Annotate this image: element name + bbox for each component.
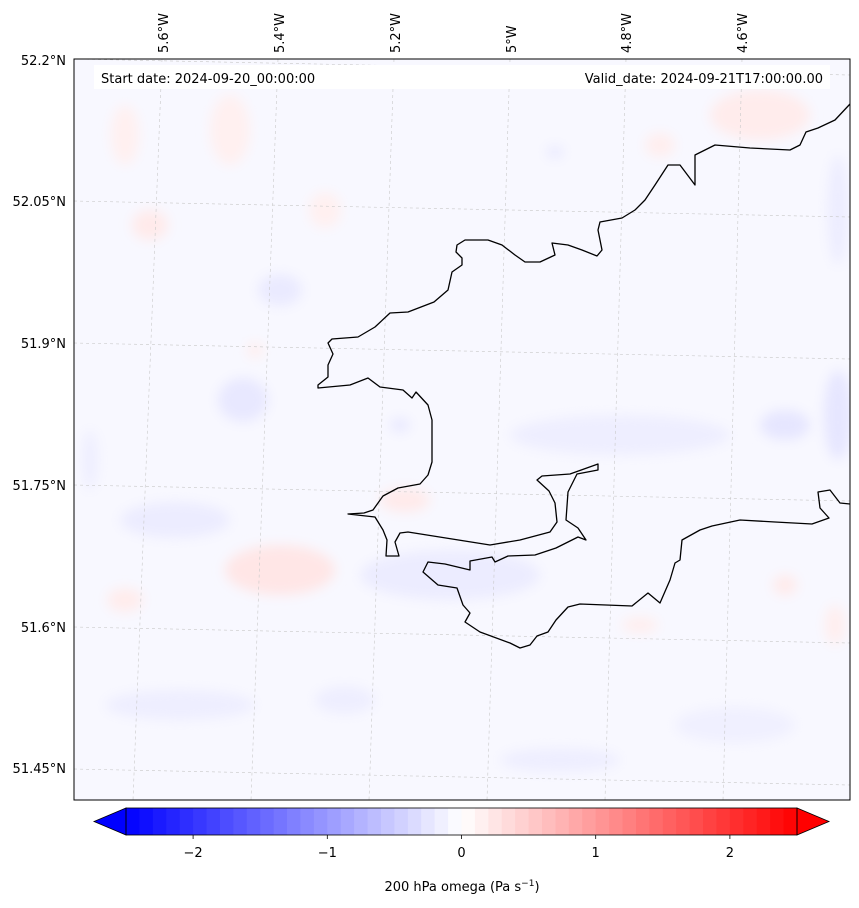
colorbar-cell (300, 808, 315, 835)
colorbar-cell (756, 808, 771, 835)
colorbar-cell (568, 808, 583, 835)
colorbar-cell (380, 808, 395, 835)
colorbar-cell (609, 808, 624, 835)
coastline (317, 103, 850, 649)
colorbar-cell (354, 808, 369, 835)
colorbar-cell (515, 808, 530, 835)
colorbar-cell (676, 808, 691, 835)
colorbar-cell (407, 808, 422, 835)
colorbar-cell (139, 808, 154, 835)
colorbar-cell (542, 808, 557, 835)
colorbar-cell (313, 808, 328, 835)
colorbar-cell (340, 808, 355, 835)
lat-label: 52.05°N (13, 195, 66, 210)
colorbar-cell (488, 808, 503, 835)
colorbar-tick-label: −2 (184, 846, 203, 861)
colorbar-cell (555, 808, 570, 835)
colorbar-extend-max (796, 807, 831, 836)
colorbar-cell (689, 808, 704, 835)
colorbar-label-main: 200 hPa omega (Pa s (384, 880, 521, 895)
colorbar-cell (287, 808, 302, 835)
colorbar-cell (206, 808, 221, 835)
header-box (94, 65, 830, 89)
colorbar-cell (126, 808, 141, 835)
lon-label: 5°W (505, 25, 520, 53)
map-panel[interactable]: Start date: 2024-09-20_00:00:00 Valid_da… (73, 58, 852, 801)
valid-date-text: Valid_date: 2024-09-21T17:00:00.00 (585, 72, 823, 87)
colorbar-cell (743, 808, 758, 835)
colorbar-tick-label: 2 (726, 846, 734, 861)
colorbar-tick-label: 0 (457, 846, 465, 861)
colorbar-cell (635, 808, 650, 835)
colorbar-cell (246, 808, 261, 835)
colorbar-cell (260, 808, 275, 835)
lon-label: 5.2°W (389, 13, 404, 53)
colorbar-extend-min (92, 807, 127, 836)
colorbar-cell (703, 808, 718, 835)
colorbar-cell (448, 808, 463, 835)
colorbar: −2 −1 0 1 2 200 hPa omega (Pa s−1) (92, 807, 831, 895)
colorbar-cell (649, 808, 664, 835)
colorbar-cell (622, 808, 637, 835)
colorbar-cell (474, 808, 489, 835)
colorbar-cell (367, 808, 382, 835)
colorbar-cell (421, 808, 436, 835)
colorbar-cell (662, 808, 677, 835)
colorbar-ticks: −2 −1 0 1 2 (184, 835, 734, 861)
colorbar-cell (166, 808, 181, 835)
colorbar-cell (770, 808, 785, 835)
lat-label: 51.6°N (21, 621, 66, 636)
colorbar-cell (193, 808, 208, 835)
colorbar-cell (582, 808, 597, 835)
colorbar-cell (461, 808, 476, 835)
colorbar-cell (179, 808, 194, 835)
lat-label: 51.75°N (13, 479, 66, 494)
colorbar-cell (729, 808, 744, 835)
map-background (74, 59, 850, 800)
colorbar-cell (595, 808, 610, 835)
lat-label: 52.2°N (21, 54, 66, 69)
colorbar-cell (394, 808, 409, 835)
colorbar-cell (528, 808, 543, 835)
lat-label: 51.9°N (21, 337, 66, 352)
omega-field: Start date: 2024-09-20_00:00:00 Valid_da… (74, 59, 850, 800)
colorbar-cell (273, 808, 288, 835)
latitude-labels: 52.2°N 52.05°N 51.9°N 51.75°N 51.6°N 51.… (13, 54, 66, 777)
colorbar-cell (152, 808, 167, 835)
colorbar-cell (501, 808, 516, 835)
start-date-text: Start date: 2024-09-20_00:00:00 (101, 72, 315, 87)
colorbar-label-exponent: −1 (521, 879, 534, 889)
lon-label: 4.8°W (620, 13, 635, 53)
longitude-labels: 5.6°W 5.4°W 5.2°W 5°W 4.8°W 4.6°W (157, 13, 751, 53)
lat-label: 51.45°N (13, 762, 66, 777)
colorbar-cell (783, 808, 798, 835)
colorbar-label: 200 hPa omega (Pa s−1) (384, 879, 539, 895)
lon-label: 4.6°W (736, 13, 751, 53)
colorbar-cell (327, 808, 342, 835)
lon-label: 5.4°W (273, 13, 288, 53)
colorbar-cell (233, 808, 248, 835)
colorbar-cell (219, 808, 234, 835)
colorbar-cell (434, 808, 449, 835)
map-border (73, 58, 851, 801)
colorbar-cells (126, 808, 798, 835)
colorbar-cell (716, 808, 731, 835)
colorbar-label-end: ) (534, 880, 539, 895)
colorbar-tick-label: −1 (318, 846, 337, 861)
lon-label: 5.6°W (157, 13, 172, 53)
colorbar-tick-label: 1 (592, 846, 600, 861)
